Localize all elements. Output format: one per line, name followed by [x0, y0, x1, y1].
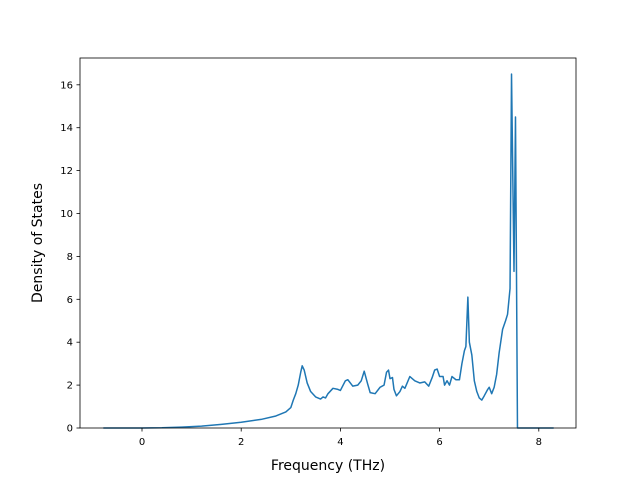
x-axis-label: Frequency (THz) — [271, 458, 385, 474]
y-axis-label: Density of States — [30, 183, 46, 303]
y-tick-label: 8 — [67, 252, 73, 263]
x-tick-label: 6 — [436, 437, 442, 448]
y-tick-label: 12 — [60, 166, 73, 177]
y-tick-label: 10 — [60, 209, 73, 220]
series-line-0 — [103, 73, 554, 429]
x-tick-label: 8 — [536, 437, 542, 448]
y-tick-label: 2 — [67, 381, 73, 392]
x-tick-label: 4 — [337, 437, 343, 448]
x-tick-label: 0 — [139, 437, 145, 448]
y-tick-label: 0 — [67, 424, 73, 435]
y-tick-label: 6 — [67, 295, 73, 306]
plot-area-frame — [79, 57, 577, 429]
y-tick-label: 4 — [67, 338, 73, 349]
series-layer — [103, 73, 554, 429]
plot-area-background — [80, 58, 576, 428]
x-tick-label: 2 — [238, 437, 244, 448]
y-tick-label: 16 — [60, 80, 73, 91]
tick-layer: 0 2 4 6 8 0 2 4 6 8 10 12 14 16 — [60, 80, 542, 448]
y-tick-label: 14 — [60, 123, 73, 134]
